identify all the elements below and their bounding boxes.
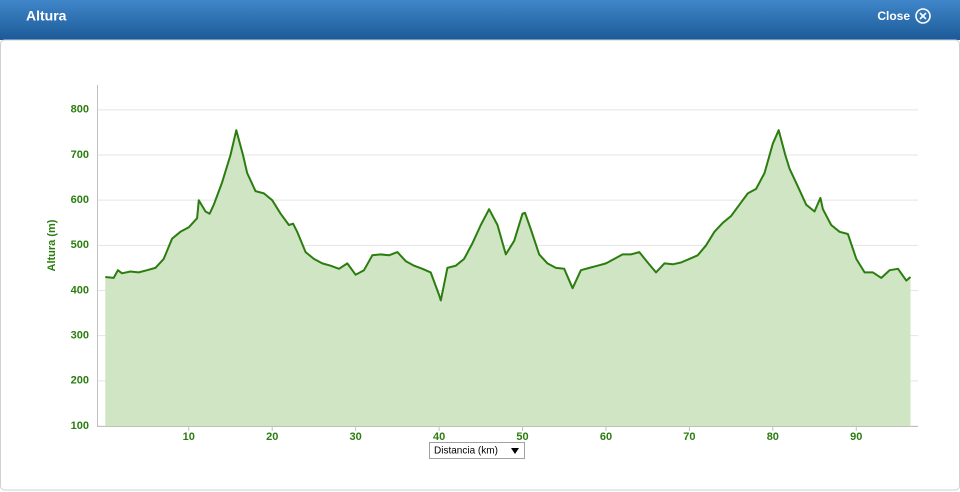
area-line (105, 129, 912, 302)
x-tick-label: 70 (683, 431, 695, 443)
header-bar (0, 0, 960, 40)
x-tick-label: 50 (516, 431, 528, 443)
x-tick-label: 20 (266, 431, 278, 443)
close-icon[interactable] (915, 8, 931, 24)
x-tick-label: 10 (183, 431, 195, 443)
y-tick-label: 600 (71, 194, 89, 206)
close-icon-x[interactable] (919, 12, 927, 20)
y-axis-label: Altura (m) (46, 219, 58, 271)
y-tick-label: 300 (71, 330, 89, 342)
area-fill (105, 130, 911, 426)
x-tick-label: 30 (350, 431, 362, 443)
close-label[interactable]: Close (877, 9, 910, 23)
y-tick-label: 200 (71, 375, 89, 387)
x-tick-label: 90 (850, 431, 862, 443)
x-axis-dropdown[interactable]: Distancia (km) (429, 442, 525, 459)
close-button[interactable]: Close (877, 8, 931, 24)
y-tick-label: 700 (71, 149, 89, 161)
dropdown-arrow[interactable] (511, 448, 519, 454)
chart: 100 200 300 400 500 600 700 800 10 20 30 40 50 60 70 80… (46, 85, 918, 443)
dialog-title: Altura (26, 8, 67, 24)
x-tick-label: 40 (433, 431, 445, 443)
x-tick-label: 80 (767, 431, 779, 443)
y-tick-label: 100 (71, 420, 89, 432)
dropdown-label[interactable]: Distancia (km) (434, 446, 498, 457)
y-tick-label: 500 (71, 239, 89, 251)
x-tick-label: 60 (600, 431, 612, 443)
y-tick-label: 400 (71, 284, 89, 296)
y-tick-label: 800 (71, 104, 89, 116)
dropdown-box[interactable] (429, 442, 525, 459)
